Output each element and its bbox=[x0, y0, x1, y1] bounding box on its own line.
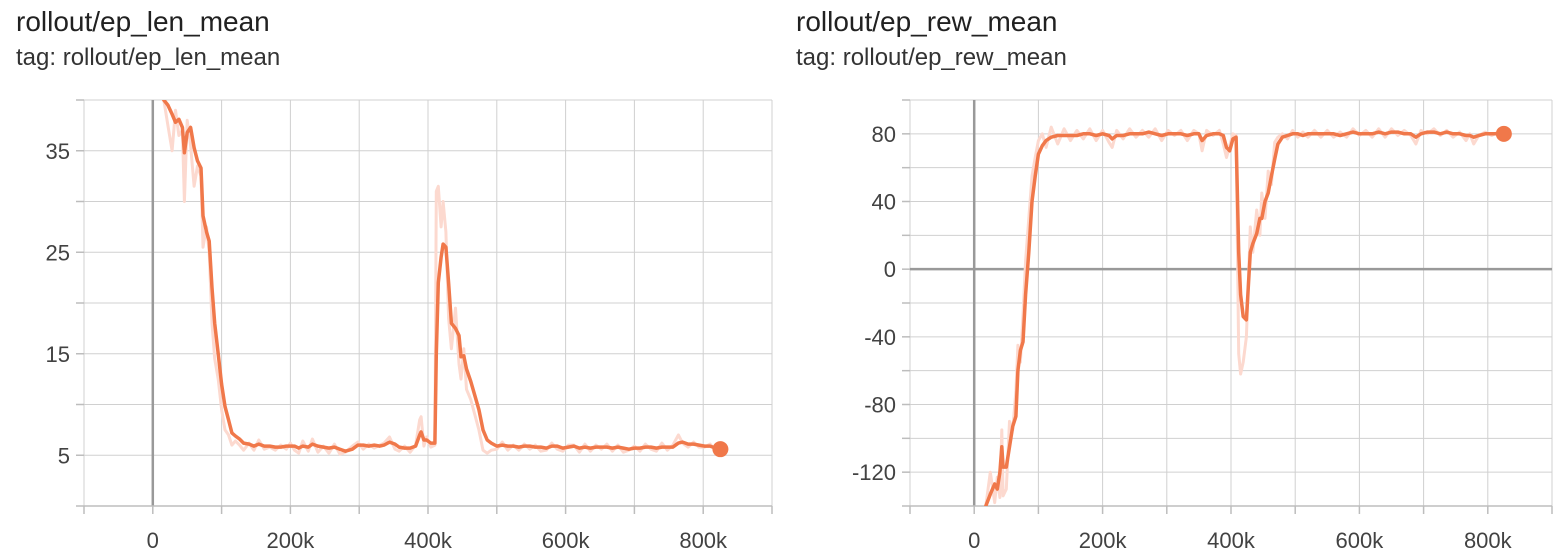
chart-card-ep-len-mean: rollout/ep_len_mean tag: rollout/ep_len_… bbox=[16, 0, 776, 558]
chart-tag: tag: rollout/ep_rew_mean bbox=[796, 44, 1067, 71]
y-tick-label: 5 bbox=[58, 443, 70, 468]
x-tick-label: 400k bbox=[1207, 528, 1256, 553]
x-tick-label: 0 bbox=[968, 528, 980, 553]
y-tick-label: 0 bbox=[884, 257, 896, 282]
last-value-marker bbox=[712, 441, 729, 458]
chart-title: rollout/ep_rew_mean bbox=[796, 6, 1058, 37]
x-tick-label: 200k bbox=[267, 528, 316, 553]
chart-title: rollout/ep_len_mean bbox=[16, 6, 270, 37]
y-tick-label: 40 bbox=[872, 190, 896, 215]
chart-plot-ep-len-mean: 0 200k 400k 600k 800k 5 15 25 35 bbox=[46, 99, 773, 553]
chart-card-ep-rew-mean: rollout/ep_rew_mean tag: rollout/ep_rew_… bbox=[796, 0, 1556, 558]
raw-series-line bbox=[162, 100, 721, 456]
x-tick-label: 800k bbox=[1464, 528, 1513, 553]
grid bbox=[902, 99, 1553, 514]
smoothed-series-line bbox=[162, 100, 723, 453]
chart-tag: tag: rollout/ep_len_mean bbox=[16, 44, 281, 71]
y-tick-label: -40 bbox=[864, 325, 896, 350]
y-tick-label: -80 bbox=[864, 393, 896, 418]
x-tick-label: 0 bbox=[147, 528, 159, 553]
chart-plot-ep-rew-mean: 0 200k 400k 600k 800k -120 -80 -40 0 40 80 bbox=[852, 99, 1553, 553]
x-tick-label: 800k bbox=[679, 528, 728, 553]
x-tick-label: 600k bbox=[542, 528, 591, 553]
y-tick-label: 15 bbox=[46, 342, 70, 367]
x-tick-label: 600k bbox=[1336, 528, 1385, 553]
x-tick-label: 400k bbox=[404, 528, 453, 553]
smoothed-series-line bbox=[984, 130, 1506, 506]
last-value-marker bbox=[1495, 125, 1512, 142]
y-tick-label: 25 bbox=[46, 240, 70, 265]
y-tick-label: 35 bbox=[46, 139, 70, 164]
grid bbox=[76, 99, 773, 514]
x-tick-label: 200k bbox=[1079, 528, 1128, 553]
y-tick-label: 80 bbox=[872, 122, 896, 147]
y-tick-label: -120 bbox=[852, 460, 896, 485]
